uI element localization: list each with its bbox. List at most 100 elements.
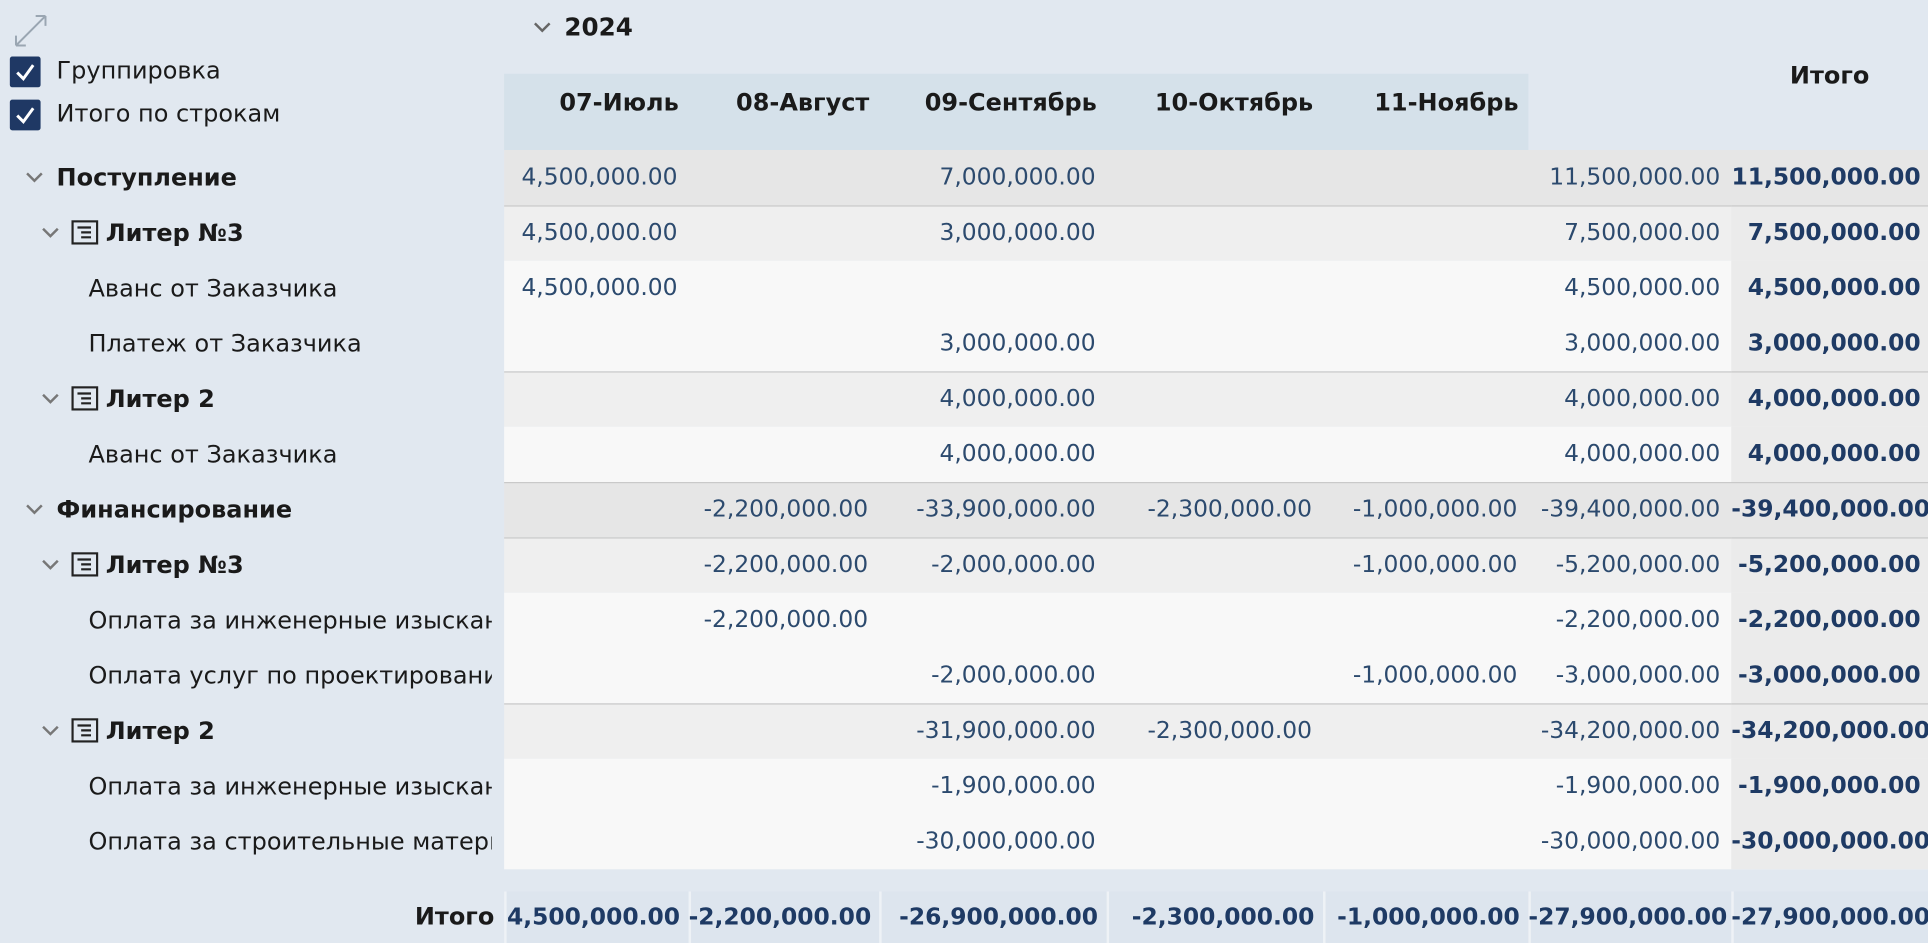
row-collapse[interactable] [23, 167, 45, 187]
value-cell: 3,000,000.00 [939, 329, 1096, 357]
footer-cell-bg [879, 891, 1107, 943]
row-background [504, 647, 1928, 704]
grand-total-cell: -34,200,000.00 [1731, 716, 1928, 744]
value-cell: -30,000,000.00 [1540, 827, 1721, 855]
value-cell: -2,200,000.00 [703, 550, 869, 578]
grand-total-cell: -5,200,000.00 [1738, 550, 1921, 578]
total-cell-background [1731, 703, 1928, 759]
row-collapse[interactable] [39, 555, 61, 575]
row-collapse[interactable] [23, 499, 45, 519]
row-background [504, 592, 1928, 648]
row-label: Аванс от Заказчика [88, 274, 338, 303]
footer-cell: -1,000,000.00 [1337, 903, 1520, 931]
footer-label: Итого [414, 902, 495, 931]
row-collapse[interactable] [39, 223, 61, 243]
row-collapse[interactable] [39, 721, 61, 741]
row-label: Литер 2 [105, 716, 215, 746]
option-label: Группировка [56, 56, 221, 85]
grand-total-cell: -39,400,000.00 [1731, 495, 1928, 523]
row-background [504, 260, 1928, 317]
row-label: Поступление [56, 163, 237, 192]
value-cell: -2,200,000.00 [1555, 606, 1721, 634]
group-icon [71, 718, 99, 743]
row-background [504, 537, 1928, 593]
value-cell: -1,000,000.00 [1352, 495, 1518, 523]
total-cell-background [1731, 316, 1928, 372]
value-cell: -2,300,000.00 [1147, 716, 1312, 744]
checkbox[interactable] [9, 56, 41, 88]
footer-cell-bg [1323, 891, 1529, 943]
row-background [504, 426, 1928, 483]
checkbox[interactable] [9, 99, 41, 131]
column-header: 09-Сентябрь [924, 88, 1097, 117]
grand-total-cell: -1,900,000.00 [1738, 772, 1921, 800]
month-header-band [504, 73, 1529, 151]
year-collapse[interactable] [531, 17, 553, 37]
grand-total-cell: 7,500,000.00 [1747, 218, 1921, 246]
check-mark [16, 64, 35, 81]
total-cell-background [1731, 205, 1928, 261]
value-cell: 11,500,000.00 [1549, 163, 1721, 191]
value-cell: -2,000,000.00 [931, 661, 1096, 689]
year-label: 2024 [564, 12, 633, 42]
value-cell: -1,900,000.00 [1555, 772, 1721, 800]
row-background [504, 316, 1928, 372]
row-label: Аванс от Заказчика [88, 440, 338, 469]
value-cell: 3,000,000.00 [939, 218, 1096, 246]
total-header: Итого [1789, 61, 1870, 90]
row-background [504, 482, 1928, 538]
footer-cell-bg [1528, 891, 1732, 943]
row-label: Оплата за строительные матери… [88, 827, 492, 856]
row-label: Литер 2 [105, 384, 215, 414]
value-cell: 4,500,000.00 [1564, 274, 1721, 302]
column-header: 07-Июль [559, 88, 679, 117]
footer-cell: -2,200,000.00 [688, 903, 872, 931]
total-cell-background [1731, 758, 1928, 814]
value-cell: 4,500,000.00 [521, 274, 678, 302]
column-header: 11-Ноябрь [1374, 88, 1519, 117]
value-cell: 4,000,000.00 [1564, 440, 1721, 468]
column-header: 10-Октябрь [1154, 88, 1314, 117]
row-label: Платеж от Заказчика [88, 329, 362, 358]
footer-cell: -27,900,000.00 [1731, 903, 1928, 931]
value-cell: 7,500,000.00 [1564, 218, 1721, 246]
grand-total-cell: 3,000,000.00 [1747, 329, 1921, 357]
value-cell: -31,900,000.00 [916, 716, 1096, 744]
value-cell: 7,000,000.00 [939, 163, 1096, 191]
footer-cell: 4,500,000.00 [507, 903, 680, 931]
row-collapse[interactable] [39, 389, 61, 409]
footer-cell-bg [1106, 891, 1324, 943]
check-mark [16, 107, 35, 124]
footer-cell: -27,900,000.00 [1528, 903, 1728, 931]
value-cell: 4,500,000.00 [521, 218, 678, 246]
value-cell: 3,000,000.00 [1564, 329, 1721, 357]
row-label: Литер №3 [105, 218, 244, 248]
row-label: Финансирование [56, 495, 293, 524]
grand-total-cell: -2,200,000.00 [1738, 606, 1921, 634]
grand-total-cell: 4,000,000.00 [1747, 440, 1921, 468]
total-cell-background [1731, 647, 1928, 704]
total-cell-background [1731, 592, 1928, 648]
expand-icon[interactable] [12, 12, 49, 49]
grand-total-cell: -30,000,000.00 [1731, 827, 1928, 855]
value-cell: -5,200,000.00 [1555, 550, 1721, 578]
row-label: Оплата за инженерные изыскан… [88, 772, 492, 801]
option-label: Итого по строкам [56, 99, 281, 128]
footer-cell: -26,900,000.00 [899, 903, 1099, 931]
row-label: Литер №3 [105, 550, 244, 580]
row-label: Оплата услуг по проектированию [88, 661, 492, 690]
value-cell: -1,000,000.00 [1352, 661, 1518, 689]
value-cell: -3,000,000.00 [1555, 661, 1721, 689]
row-background [504, 371, 1928, 427]
grand-total-cell: 4,500,000.00 [1747, 274, 1921, 302]
value-cell: -2,300,000.00 [1147, 495, 1312, 523]
footer-cell-bg [688, 891, 880, 943]
row-background [504, 205, 1928, 261]
total-cell-background [1731, 813, 1928, 870]
value-cell: -2,200,000.00 [703, 495, 869, 523]
value-cell: -1,900,000.00 [931, 772, 1096, 800]
value-cell: 4,000,000.00 [939, 440, 1096, 468]
